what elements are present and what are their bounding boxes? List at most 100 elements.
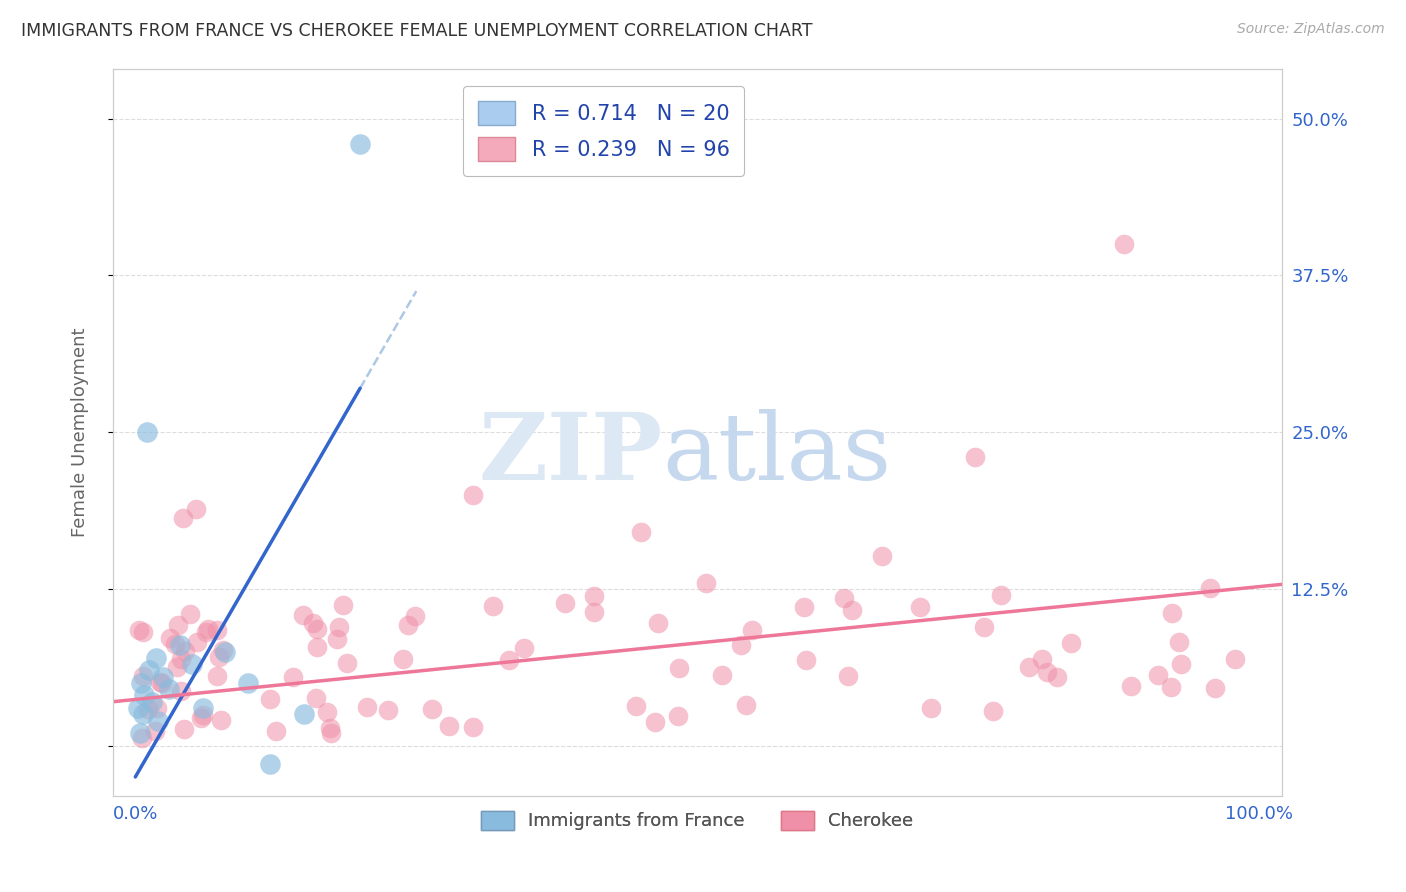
Point [316,706,339,720]
Point [190,711,212,725]
Point [1225,652,1247,666]
Point [259,691,281,706]
Point [132,707,155,722]
Point [145,650,167,665]
Point [439,719,461,733]
Point [332,598,354,612]
Point [214,644,236,658]
Point [205,623,228,637]
Point [328,620,350,634]
Point [136,702,159,716]
Point [259,757,281,772]
Point [1036,665,1059,680]
Point [326,632,349,646]
Point [150,676,173,690]
Point [1170,657,1192,671]
Point [141,695,163,709]
Point [128,726,150,740]
Point [1161,607,1184,621]
Point [377,703,399,717]
Point [832,591,855,605]
Point [166,660,188,674]
Point [174,644,197,658]
Point [1046,670,1069,684]
Point [973,620,995,634]
Point [735,698,758,712]
Text: atlas: atlas [662,409,891,499]
Point [319,726,342,740]
Point [205,669,228,683]
Point [920,700,942,714]
Point [180,657,202,672]
Point [208,650,231,665]
Point [127,701,149,715]
Point [908,599,931,614]
Point [1160,680,1182,694]
Point [1204,681,1226,695]
Point [1018,660,1040,674]
Point [647,616,669,631]
Point [138,664,160,678]
Point [644,714,666,729]
Point [197,622,219,636]
Point [482,599,505,613]
Point [145,724,167,739]
Point [186,634,208,648]
Point [318,721,340,735]
Point [292,707,315,722]
Point [146,701,169,715]
Point [741,624,763,638]
Point [131,731,153,746]
Point [624,698,647,713]
Point [1060,636,1083,650]
Point [422,702,444,716]
Point [392,652,415,666]
Point [152,670,174,684]
Point [356,699,378,714]
Point [146,714,169,728]
Point [172,511,194,525]
Point [711,668,734,682]
Point [841,603,863,617]
Point [1114,237,1136,252]
Point [695,575,717,590]
Point [236,676,259,690]
Point [212,643,235,657]
Point [1121,679,1143,693]
Point [668,661,690,675]
Point [305,691,328,706]
Point [582,589,605,603]
Point [169,638,191,652]
Point [159,632,181,646]
Point [301,616,323,631]
Point [191,708,214,723]
Point [554,596,576,610]
Y-axis label: Female Unemployment: Female Unemployment [72,327,89,537]
Text: ZIP: ZIP [478,409,662,499]
Point [1031,652,1053,666]
Point [794,653,817,667]
Text: Source: ZipAtlas.com: Source: ZipAtlas.com [1237,22,1385,37]
Text: IMMIGRANTS FROM FRANCE VS CHEROKEE FEMALE UNEMPLOYMENT CORRELATION CHART: IMMIGRANTS FROM FRANCE VS CHEROKEE FEMAL… [21,22,813,40]
Point [513,641,536,656]
Point [129,676,152,690]
Point [132,669,155,683]
Point [194,625,217,640]
Point [134,689,156,703]
Point [1168,634,1191,648]
Point [209,713,232,727]
Point [167,618,190,632]
Point [461,488,484,502]
Point [135,425,157,439]
Point [173,722,195,736]
Point [963,450,986,465]
Point [132,625,155,640]
Legend: Immigrants from France, Cherokee: Immigrants from France, Cherokee [474,804,921,838]
Point [349,136,371,151]
Point [128,623,150,637]
Point [291,607,314,622]
Point [792,599,814,614]
Point [461,720,484,734]
Point [630,525,652,540]
Point [837,669,859,683]
